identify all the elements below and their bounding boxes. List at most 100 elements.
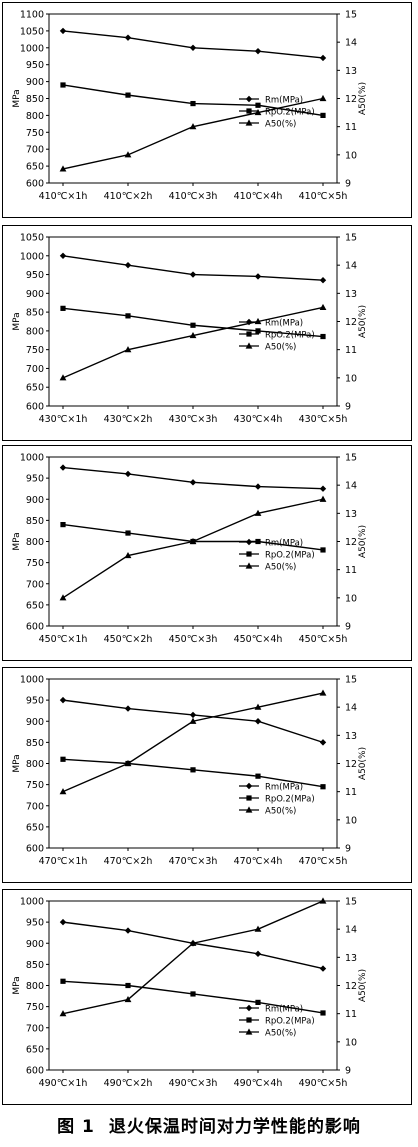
y-tick-label: 900 <box>26 289 44 300</box>
legend-label: RpO.2(MPa) <box>265 794 315 804</box>
y2-tick-label: 14 <box>345 703 357 714</box>
x-tick-label: 490℃×1h <box>39 1078 88 1089</box>
series-0 <box>59 252 327 284</box>
x-tick-label: 450℃×3h <box>169 634 218 645</box>
legend-label: RpO.2(MPa) <box>265 1016 315 1026</box>
x-tick-label: 430℃×4h <box>234 414 283 425</box>
y2-tick-label: 11 <box>345 787 357 798</box>
legend-marker <box>245 562 253 569</box>
y-tick-label: 600 <box>26 402 44 413</box>
data-point <box>124 151 132 158</box>
data-point <box>254 47 262 55</box>
series-2 <box>59 94 327 172</box>
y2-tick-label: 10 <box>345 815 357 826</box>
data-point <box>319 94 327 102</box>
data-point <box>59 788 67 795</box>
legend-marker <box>245 1028 253 1035</box>
x-tick-label: 470℃×4h <box>234 856 283 867</box>
data-point <box>124 261 132 269</box>
y2-tick-label: 11 <box>345 345 357 356</box>
y2-tick-label: 12 <box>345 317 357 328</box>
y2-tick-label: 9 <box>345 402 351 413</box>
series-2 <box>59 897 327 1017</box>
data-point <box>59 464 67 471</box>
y-tick-label: 900 <box>26 495 44 506</box>
data-point <box>320 112 326 118</box>
series-line <box>62 692 324 793</box>
y-tick-label: 800 <box>26 759 44 770</box>
x-tick-label: 430℃×5h <box>299 414 348 425</box>
data-point <box>319 303 327 311</box>
data-point <box>125 92 131 98</box>
y2-tick-label: 11 <box>345 1009 357 1020</box>
x-tick-label: 410℃×2h <box>104 191 153 202</box>
data-point <box>59 27 67 35</box>
y2-tick-label: 15 <box>345 897 357 908</box>
legend-marker <box>245 538 253 546</box>
y-tick-label: 700 <box>26 579 44 590</box>
series-2 <box>59 689 327 795</box>
series-1 <box>60 82 326 118</box>
y-tick-label: 850 <box>26 960 44 971</box>
y-tick-label: 900 <box>26 717 44 728</box>
data-point <box>190 991 196 997</box>
legend-label: RpO.2(MPa) <box>265 330 315 340</box>
y2-tick-label: 13 <box>345 289 357 300</box>
data-point <box>125 982 131 989</box>
data-point <box>254 509 262 516</box>
y2-tick-label: 14 <box>345 261 357 272</box>
y2-tick-label: 12 <box>345 981 357 992</box>
legend-marker <box>245 806 253 813</box>
data-point <box>319 54 327 62</box>
y-tick-label: 950 <box>26 60 44 71</box>
legend-marker <box>246 795 252 801</box>
y2-tick-label: 9 <box>345 622 351 633</box>
figure-title: 退火保温时间对力学性能的影响 <box>108 1117 361 1137</box>
series-1 <box>60 978 326 1016</box>
y-tick-label: 600 <box>26 844 44 855</box>
y-tick-label: 750 <box>26 780 44 791</box>
legend-marker <box>245 318 253 326</box>
data-point <box>319 897 327 904</box>
y-tick-label: 850 <box>26 738 44 749</box>
y-tick-label: 1000 <box>20 675 44 686</box>
y2-axis-title: A50(%) <box>358 82 368 115</box>
chart-svg-2: 600 650 700 750 800 850 900 950 1000 1050 9 10 11 12 1… <box>12 233 368 426</box>
y2-tick-label: 13 <box>345 509 357 520</box>
legend: Rm(MPa) RpO.2(MPa) A50(%) <box>239 538 315 572</box>
y-tick-label: 600 <box>26 1066 44 1077</box>
chart-svg-1: 600 650 700 750 800 850 900 950 1000 1050 1100 9 10 1… <box>12 10 368 203</box>
series-2 <box>59 495 327 601</box>
y-tick-label: 750 <box>26 128 44 139</box>
data-point <box>59 252 67 259</box>
x-tick-label: 470℃×3h <box>169 856 218 867</box>
x-tick-label: 470℃×1h <box>39 856 88 867</box>
legend-label: A50(%) <box>265 562 296 572</box>
data-point <box>319 739 327 746</box>
y2-tick-label: 15 <box>345 233 357 244</box>
y2-tick-label: 12 <box>345 759 357 770</box>
data-point <box>60 978 66 984</box>
data-point <box>189 44 197 51</box>
y-tick-label: 750 <box>26 1002 44 1013</box>
data-point <box>319 689 327 696</box>
y-tick-label: 650 <box>26 162 44 173</box>
x-tick-label: 430℃×1h <box>39 414 88 425</box>
series-0 <box>59 27 327 62</box>
data-point <box>60 522 66 528</box>
x-tick-label: 490℃×2h <box>104 1078 153 1089</box>
y-axis-title: MPa <box>12 976 22 994</box>
y-tick-label: 1050 <box>20 233 44 244</box>
y2-axis-title: A50(%) <box>358 747 368 780</box>
data-point <box>125 313 131 319</box>
y2-tick-label: 9 <box>345 1066 351 1077</box>
legend-label: Rm(MPa) <box>265 95 303 105</box>
figure-number: 图 1 <box>57 1117 95 1137</box>
y2-tick-label: 11 <box>345 565 357 576</box>
data-point <box>254 950 262 958</box>
data-point <box>124 927 132 934</box>
data-point <box>189 123 197 130</box>
y2-tick-label: 13 <box>345 66 357 77</box>
legend-marker <box>246 551 252 557</box>
data-point <box>60 305 66 311</box>
